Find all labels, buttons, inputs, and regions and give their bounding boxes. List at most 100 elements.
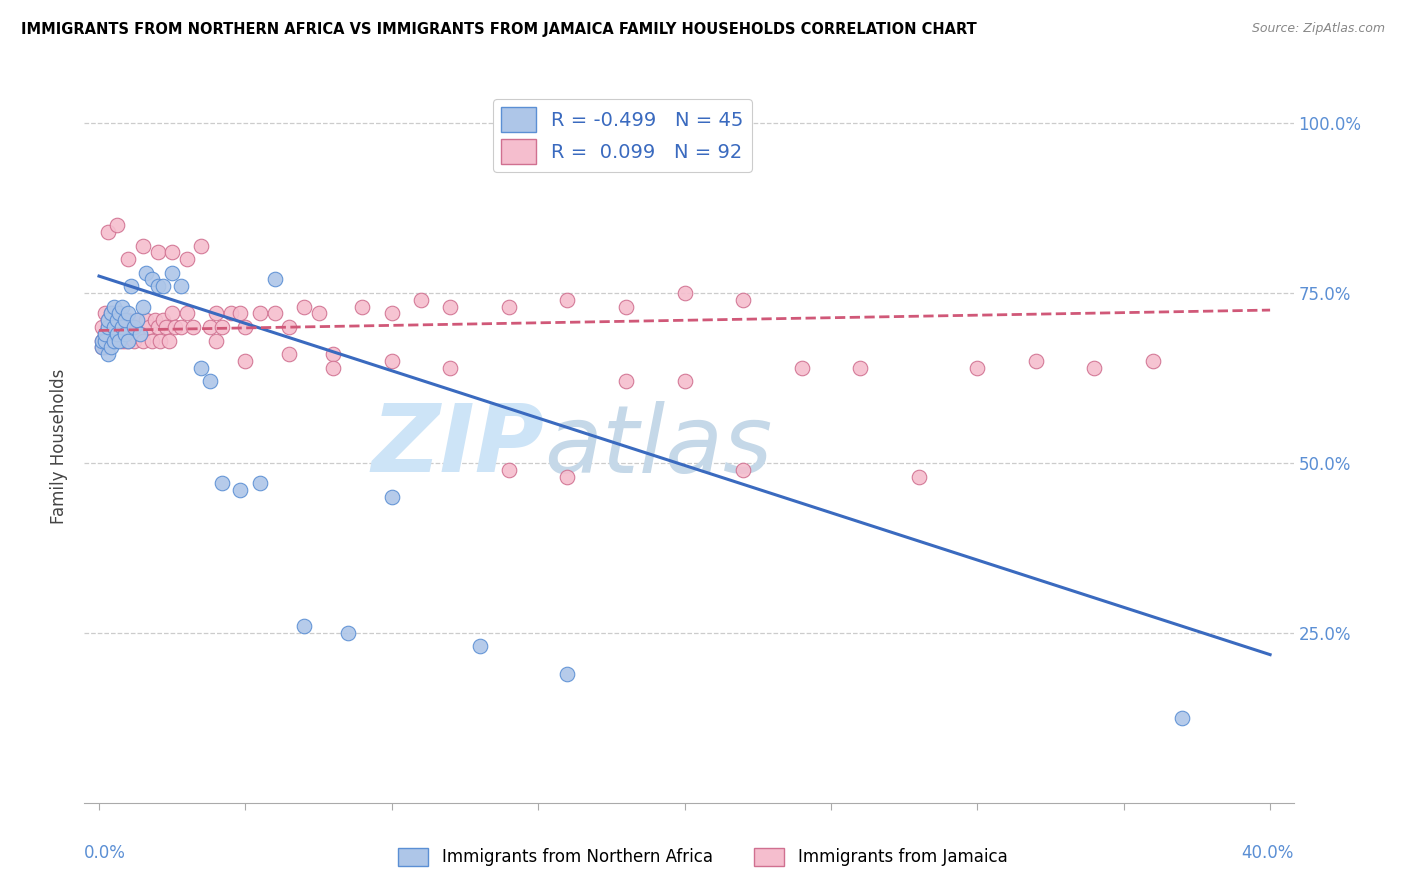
Point [146,245,169,260]
Point [263,306,285,320]
Point [97,225,120,239]
Point [352,300,374,314]
Point [498,300,520,314]
Point [105,306,128,320]
Point [117,306,139,320]
Point [228,306,250,320]
Point [381,490,404,504]
Point [97,313,120,327]
Text: Source: ZipAtlas.com: Source: ZipAtlas.com [1251,22,1385,36]
Point [614,300,637,314]
Point [97,313,120,327]
Point [235,354,257,368]
Text: ZIP: ZIP [371,400,544,492]
Point [278,320,301,334]
Point [138,320,160,334]
Point [336,626,359,640]
Point [152,313,174,327]
Point [117,334,139,348]
Point [211,476,233,491]
Point [263,272,285,286]
Point [132,334,155,348]
Point [790,360,813,375]
Point [100,320,122,334]
Point [94,306,117,320]
Point [108,306,131,320]
Point [90,320,112,334]
Point [105,326,128,341]
Point [100,334,122,348]
Point [108,326,131,341]
Point [322,360,344,375]
Point [733,463,755,477]
Point [97,320,120,334]
Point [228,483,250,498]
Point [129,326,152,341]
Point [94,334,117,348]
Point [308,306,330,320]
Point [205,306,228,320]
Point [673,375,696,389]
Point [190,238,212,252]
Point [165,320,187,334]
Point [149,334,172,348]
Point [111,320,134,334]
Point [200,320,222,334]
Point [160,245,183,260]
Point [135,313,157,327]
Point [100,306,122,320]
Point [1171,711,1194,725]
Point [94,341,117,355]
Point [673,286,696,301]
Point [966,360,988,375]
Point [439,360,461,375]
Point [468,640,491,654]
Point [1025,354,1047,368]
Point [409,293,432,307]
Point [120,326,142,341]
Point [1142,354,1164,368]
Point [90,334,112,348]
Point [278,347,301,361]
Point [105,218,128,232]
Legend: Immigrants from Northern Africa, Immigrants from Jamaica: Immigrants from Northern Africa, Immigra… [392,841,1014,873]
Point [381,306,404,320]
Point [200,375,222,389]
Legend: R = -0.499   N = 45, R =  0.099   N = 92: R = -0.499 N = 45, R = 0.099 N = 92 [494,99,752,172]
Point [498,463,520,477]
Point [557,666,579,681]
Point [100,306,122,320]
Y-axis label: Family Households: Family Households [51,368,69,524]
Point [125,313,148,327]
Point [152,279,174,293]
Point [90,341,112,355]
Point [125,313,148,327]
Point [160,306,183,320]
Point [100,341,122,355]
Point [170,320,193,334]
Point [292,300,315,314]
Point [157,334,180,348]
Point [94,326,117,341]
Point [108,313,131,327]
Point [439,300,461,314]
Point [103,300,125,314]
Point [249,306,271,320]
Point [111,313,134,327]
Point [114,334,136,348]
Point [103,334,125,348]
Text: atlas: atlas [544,401,772,491]
Point [111,334,134,348]
Point [249,476,271,491]
Point [381,354,404,368]
Point [120,279,142,293]
Point [117,252,139,266]
Point [141,334,163,348]
Point [108,334,131,348]
Point [141,272,163,286]
Point [849,360,872,375]
Text: 40.0%: 40.0% [1241,844,1294,862]
Point [614,375,637,389]
Point [94,326,117,341]
Point [114,313,136,327]
